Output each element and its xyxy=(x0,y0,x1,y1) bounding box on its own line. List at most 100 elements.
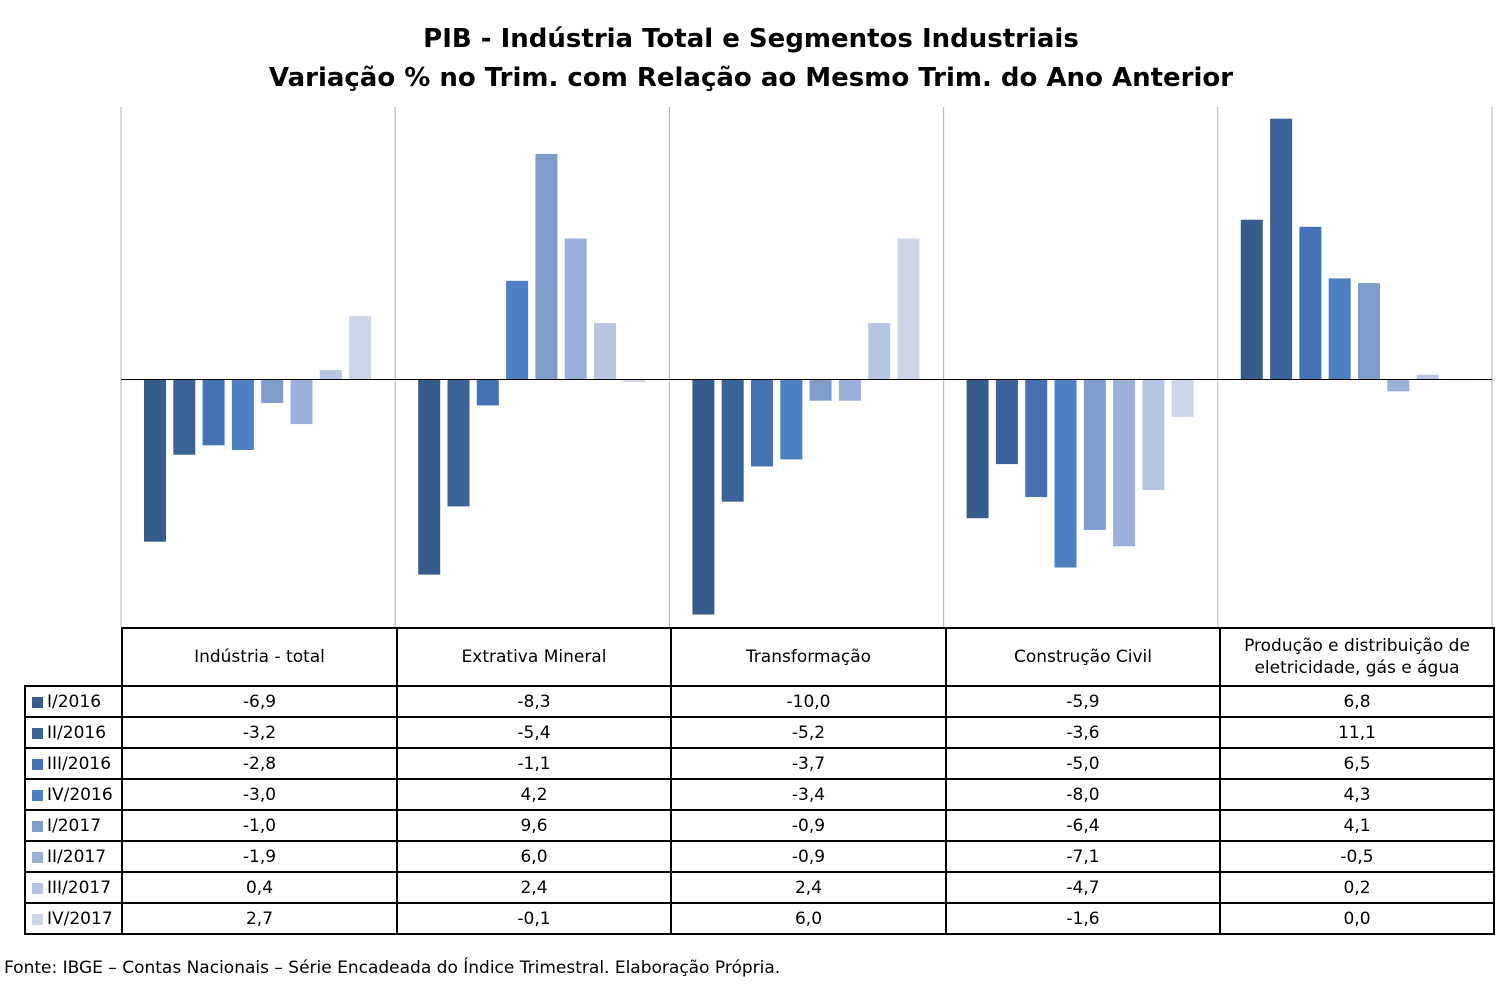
legend-entry: I/2016 xyxy=(24,685,123,718)
data-label: -3,6 xyxy=(945,716,1221,749)
legend-entry: I/2017 xyxy=(24,809,123,842)
series-name: III/2016 xyxy=(47,753,112,774)
bar xyxy=(1113,379,1136,547)
bar xyxy=(144,379,166,542)
category-label-line: eletricidade, gás e água xyxy=(1254,658,1460,678)
bar xyxy=(623,379,646,382)
bar xyxy=(349,316,372,380)
data-label: -0,9 xyxy=(670,840,947,873)
series-name: I/2017 xyxy=(47,815,102,836)
data-label: -3,2 xyxy=(121,716,398,749)
data-label: 4,1 xyxy=(1219,809,1495,842)
data-label: 4,2 xyxy=(396,778,672,811)
bar xyxy=(966,379,989,519)
legend-swatch xyxy=(32,727,43,739)
data-label: 0,2 xyxy=(1219,871,1495,904)
bar xyxy=(1416,374,1439,380)
data-label: 0,0 xyxy=(1219,902,1495,935)
data-label: -8,0 xyxy=(945,778,1221,811)
category-label: Transformação xyxy=(670,627,947,687)
category-label: Produção e distribuição de eletricidade, … xyxy=(1219,627,1495,687)
bar xyxy=(780,379,803,460)
bar xyxy=(868,323,891,380)
table-row: IV/2016 -3,0 4,2 -3,4 -8,0 4,3 xyxy=(24,778,1495,811)
bar xyxy=(1270,118,1293,380)
bar xyxy=(564,238,587,380)
bar xyxy=(418,379,441,575)
bar xyxy=(1299,226,1322,380)
legend-entry: IV/2017 xyxy=(24,902,123,935)
category-label: Construção Civil xyxy=(945,627,1221,687)
legend-swatch xyxy=(32,758,43,770)
series-name: II/2017 xyxy=(47,846,107,867)
bar xyxy=(1142,379,1165,490)
legend-entry: III/2017 xyxy=(24,871,123,904)
bar xyxy=(692,379,715,615)
bar xyxy=(447,379,470,507)
legend-entry: IV/2016 xyxy=(24,778,123,811)
data-label: 2,4 xyxy=(396,871,672,904)
legend-swatch xyxy=(32,696,43,708)
table-row: III/2016 -2,8 -1,1 -3,7 -5,0 6,5 xyxy=(24,747,1495,780)
data-label: -4,7 xyxy=(945,871,1221,904)
data-label: 9,6 xyxy=(396,809,672,842)
bar xyxy=(290,379,313,425)
data-label: -3,0 xyxy=(121,778,398,811)
chart-title-line: PIB - Indústria Total e Segmentos Indust… xyxy=(423,24,1079,54)
data-label: -1,9 xyxy=(121,840,398,873)
category-label: Extrativa Mineral xyxy=(396,627,672,687)
bar xyxy=(202,379,225,446)
data-label: 6,0 xyxy=(670,902,947,935)
data-label: 4,3 xyxy=(1219,778,1495,811)
table-row: I/2017 -1,0 9,6 -0,9 -6,4 4,1 xyxy=(24,809,1495,842)
data-label: 6,0 xyxy=(396,840,672,873)
bar xyxy=(751,379,773,467)
data-label: -3,7 xyxy=(670,747,947,780)
bar xyxy=(1054,379,1077,568)
bar xyxy=(261,379,284,403)
category-label-line: Extrativa Mineral xyxy=(461,647,607,667)
data-label: -5,9 xyxy=(945,685,1221,718)
data-label: -5,2 xyxy=(670,716,947,749)
series-name: I/2016 xyxy=(47,691,102,712)
category-label-line: Transformação xyxy=(745,647,872,667)
series-name: IV/2016 xyxy=(47,784,113,805)
data-label: -8,3 xyxy=(396,685,672,718)
data-label: -2,8 xyxy=(121,747,398,780)
legend-swatch xyxy=(32,820,43,832)
source-note: Fonte: IBGE – Contas Nacionais – Série E… xyxy=(4,958,781,978)
bar xyxy=(231,379,254,450)
series-name: II/2016 xyxy=(47,722,107,743)
category-label-line: Indústria - total xyxy=(194,647,325,667)
table-row: II/2016 -3,2 -5,4 -5,2 -3,6 11,1 xyxy=(24,716,1495,749)
category-label-line: Produção e distribuição de xyxy=(1244,636,1470,656)
data-label: -5,0 xyxy=(945,747,1221,780)
data-label: -1,0 xyxy=(121,809,398,842)
legend-entry: III/2016 xyxy=(24,747,123,780)
chart-subtitle-line: Variação % no Trim. com Relação ao Mesmo… xyxy=(268,63,1234,93)
category-label-line: Construção Civil xyxy=(1013,647,1152,667)
data-label: -10,0 xyxy=(670,685,947,718)
data-label: -6,9 xyxy=(121,685,398,718)
bar xyxy=(1387,379,1410,392)
bar xyxy=(897,238,920,380)
legend-swatch xyxy=(32,789,43,801)
legend-entry: II/2017 xyxy=(24,840,123,873)
chart-plot-area xyxy=(120,107,1493,627)
data-label: 6,8 xyxy=(1219,685,1495,718)
table-row: III/2017 0,4 2,4 2,4 -4,7 0,2 xyxy=(24,871,1495,904)
legend-entry: II/2016 xyxy=(24,716,123,749)
data-label: -5,4 xyxy=(396,716,672,749)
data-label: -0,9 xyxy=(670,809,947,842)
table-row: IV/2017 2,7 -0,1 6,0 -1,6 0,0 xyxy=(24,902,1495,935)
data-label: -6,4 xyxy=(945,809,1221,842)
data-label: -1,1 xyxy=(396,747,672,780)
bar xyxy=(594,323,616,380)
data-label: 11,1 xyxy=(1219,716,1495,749)
bar xyxy=(476,379,499,406)
data-label: -7,1 xyxy=(945,840,1221,873)
category-label: Indústria - total xyxy=(121,627,398,687)
bar xyxy=(1025,379,1048,497)
bar xyxy=(1328,278,1351,380)
table-corner xyxy=(25,628,123,687)
